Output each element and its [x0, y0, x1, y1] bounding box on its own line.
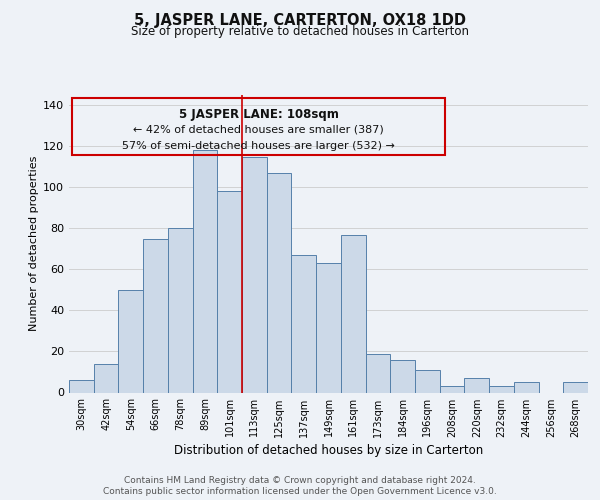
Bar: [242, 156, 267, 392]
Bar: [118, 290, 143, 392]
Bar: [341, 234, 365, 392]
Bar: [193, 150, 217, 392]
Bar: [94, 364, 118, 392]
Bar: [217, 192, 242, 392]
Bar: [316, 263, 341, 392]
Text: Contains HM Land Registry data © Crown copyright and database right 2024.: Contains HM Land Registry data © Crown c…: [124, 476, 476, 485]
Bar: [464, 378, 489, 392]
Bar: [267, 173, 292, 392]
Text: Size of property relative to detached houses in Carterton: Size of property relative to detached ho…: [131, 25, 469, 38]
Bar: [489, 386, 514, 392]
Bar: [143, 238, 168, 392]
Text: 57% of semi-detached houses are larger (532) →: 57% of semi-detached houses are larger (…: [122, 140, 395, 150]
Bar: [563, 382, 588, 392]
Text: 5, JASPER LANE, CARTERTON, OX18 1DD: 5, JASPER LANE, CARTERTON, OX18 1DD: [134, 12, 466, 28]
Bar: [69, 380, 94, 392]
Text: Contains public sector information licensed under the Open Government Licence v3: Contains public sector information licen…: [103, 488, 497, 496]
Text: 5 JASPER LANE: 108sqm: 5 JASPER LANE: 108sqm: [179, 108, 338, 120]
X-axis label: Distribution of detached houses by size in Carterton: Distribution of detached houses by size …: [174, 444, 483, 456]
Bar: [168, 228, 193, 392]
Bar: [365, 354, 390, 393]
Bar: [292, 255, 316, 392]
Bar: [514, 382, 539, 392]
Bar: [390, 360, 415, 392]
Y-axis label: Number of detached properties: Number of detached properties: [29, 156, 39, 332]
Bar: [440, 386, 464, 392]
Bar: [415, 370, 440, 392]
Text: ← 42% of detached houses are smaller (387): ← 42% of detached houses are smaller (38…: [133, 124, 384, 134]
